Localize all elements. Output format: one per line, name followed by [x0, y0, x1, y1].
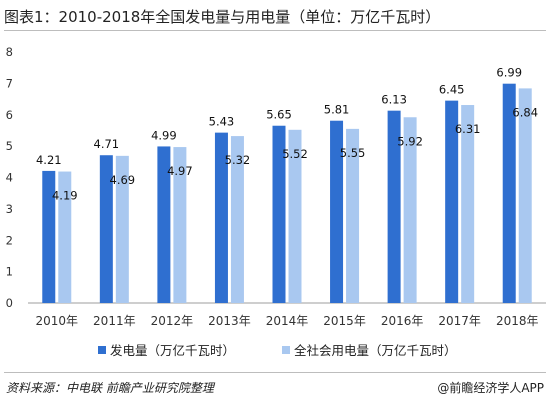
data-label-consumption: 5.55	[340, 146, 366, 160]
data-label-generation: 5.65	[266, 108, 292, 122]
x-tick-label: 2016年	[381, 314, 424, 328]
y-tick-label: 3	[6, 202, 13, 216]
y-tick-label: 0	[6, 296, 13, 310]
y-tick-label: 4	[6, 171, 13, 185]
bar-generation	[157, 146, 171, 303]
bar-consumption	[115, 155, 129, 303]
bar-generation	[99, 155, 113, 303]
axis-layer: 0 1 2 3 4 5 6 7 8 2010年 2011年 2012年 2013年 2014年 2015年 2…	[6, 45, 546, 328]
bar-layer	[42, 83, 532, 304]
bar-consumption	[230, 136, 244, 303]
data-label-consumption: 6.31	[455, 122, 481, 136]
x-tick-label: 2010年	[36, 314, 79, 328]
legend: 发电量（万亿千瓦时） 全社会用电量（万亿千瓦时）	[98, 343, 457, 358]
data-label-consumption: 5.32	[225, 153, 251, 167]
y-tick-label: 6	[6, 108, 13, 122]
data-label-consumption: 5.52	[282, 147, 308, 161]
bar-consumption	[518, 88, 532, 304]
data-label-consumption: 5.92	[397, 134, 423, 148]
data-label-generation: 4.21	[36, 153, 62, 167]
bar-chart: 0 1 2 3 4 5 6 7 8 2010年 2011年 2012年 2013年 2014年 2015年 2…	[6, 45, 546, 358]
x-tick-label: 2012年	[151, 314, 194, 328]
data-label-consumption: 4.69	[110, 173, 136, 187]
bar-generation	[42, 170, 56, 303]
brand-credit: @前瞻经济学人APP	[437, 381, 544, 395]
data-label-generation: 6.13	[381, 93, 407, 107]
footer-divider	[4, 372, 546, 373]
y-tick-label: 2	[6, 233, 13, 247]
legend-label: 发电量（万亿千瓦时）	[110, 343, 235, 358]
label-layer: 4.21 4.19 4.71 4.69 4.99 4.97 5.43 5.32 5.65 5.52…	[36, 66, 538, 203]
bar-generation	[387, 110, 401, 303]
bar-generation	[445, 100, 459, 303]
data-label-generation: 4.99	[151, 128, 177, 142]
data-label-consumption: 4.19	[52, 189, 78, 203]
bar-consumption	[173, 147, 187, 303]
bar-generation	[502, 83, 516, 303]
y-tick-label: 7	[6, 76, 13, 90]
bar-consumption	[461, 105, 475, 304]
legend-swatch	[282, 346, 290, 354]
legend-label: 全社会用电量（万亿千瓦时）	[294, 343, 457, 358]
legend-swatch	[98, 346, 106, 354]
bar-consumption	[403, 117, 417, 303]
y-tick-label: 5	[6, 139, 13, 153]
bar-consumption	[58, 171, 72, 303]
x-tick-label: 2017年	[438, 314, 481, 328]
x-tick-label: 2018年	[496, 314, 539, 328]
bar-consumption	[288, 129, 302, 303]
chart-title: 图表1：2010-2018年全国发电量与用电量（单位：万亿千瓦时）	[4, 8, 441, 26]
data-label-generation: 5.43	[209, 115, 235, 129]
y-tick-label: 8	[6, 45, 13, 59]
x-tick-label: 2011年	[93, 314, 136, 328]
title-divider	[4, 30, 546, 31]
x-tick-label: 2014年	[266, 314, 309, 328]
bar-generation	[272, 125, 286, 303]
data-label-generation: 6.45	[439, 83, 465, 97]
bar-generation	[214, 132, 228, 303]
x-tick-label: 2013年	[208, 314, 251, 328]
data-label-consumption: 6.84	[512, 105, 538, 119]
bar-consumption	[346, 128, 360, 303]
data-label-generation: 6.99	[496, 66, 522, 80]
source-note: 资料来源：中电联 前瞻产业研究院整理	[6, 381, 214, 395]
x-tick-label: 2015年	[323, 314, 366, 328]
data-label-consumption: 4.97	[167, 164, 193, 178]
data-label-generation: 4.71	[94, 137, 120, 151]
bar-generation	[330, 120, 344, 304]
data-label-generation: 5.81	[324, 103, 350, 117]
y-tick-label: 1	[6, 265, 13, 279]
